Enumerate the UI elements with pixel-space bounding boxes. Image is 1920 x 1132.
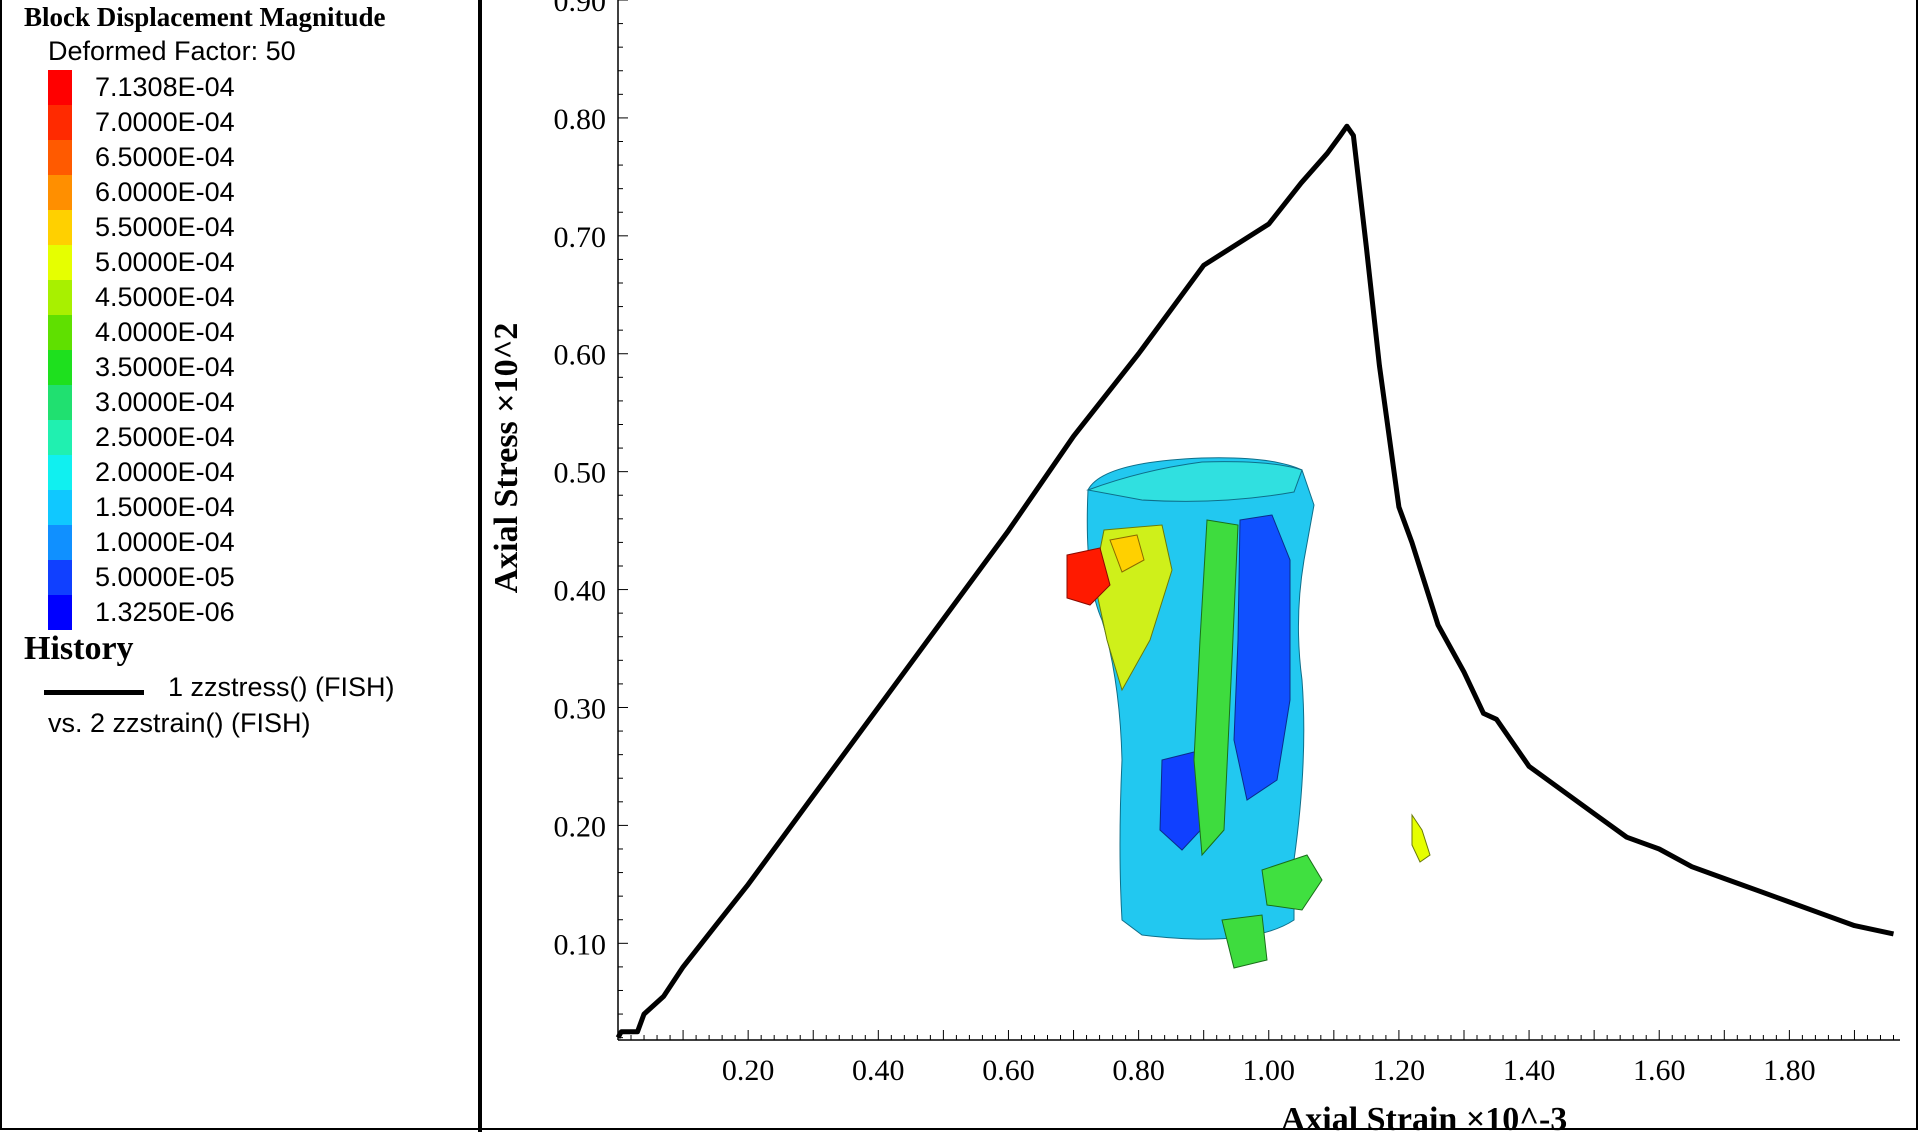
x-tick-label: 1.00 [1243, 1054, 1296, 1087]
x-tick-label: 1.60 [1633, 1054, 1686, 1087]
colorbar-swatch [48, 105, 72, 140]
deformed-factor-label: Deformed Factor: 50 [48, 36, 296, 66]
stress-strain-line [615, 123, 1895, 1039]
specimen-red-block [1066, 547, 1111, 606]
specimen-green-debris [1261, 854, 1323, 911]
chart-axes [617, 0, 1900, 1041]
x-tick-label: 0.60 [982, 1054, 1034, 1087]
y-tick-label: 0.90 [554, 0, 607, 18]
colorbar-swatch [48, 280, 72, 315]
colorbar-label: 1.3250E-06 [95, 597, 235, 627]
y-tick-label: 0.50 [554, 457, 607, 490]
x-tick-label: 0.80 [1112, 1054, 1165, 1087]
specimen-blue-band [1233, 514, 1291, 801]
y-tick-label: 0.70 [554, 221, 607, 254]
colorbar-swatch [48, 245, 72, 280]
colorbar-label: 4.5000E-04 [95, 282, 235, 312]
colorbar-label: 1.0000E-04 [95, 527, 235, 557]
colorbar-labels: 7.1308E-04 7.0000E-04 6.5000E-04 6.0000E-04… [95, 70, 235, 630]
x-tick-label: 1.20 [1373, 1054, 1426, 1087]
y-axis-label: Axial Stress ×10^2 [488, 323, 525, 594]
legend-panel: Block Displacement Magnitude Deformed Fa… [0, 0, 478, 1132]
deformed-specimen-image [1066, 457, 1431, 969]
specimen-yellow-debris [1411, 813, 1431, 863]
colorbar-label: 6.0000E-04 [95, 177, 235, 207]
chart-ticks: 0.10 0.20 0.30 0.40 0.50 0.60 0.70 0.80 0.90 0.20… [554, 0, 1894, 1087]
colorbar-swatch [48, 175, 72, 210]
colorbar-swatch [48, 140, 72, 175]
colorbar-label: 5.0000E-04 [95, 247, 235, 277]
colorbar-label: 3.5000E-04 [95, 352, 235, 382]
history-series-label: 1 zzstress() (FISH) [168, 672, 395, 702]
colorbar-label: 6.5000E-04 [95, 142, 235, 172]
history-vs-label: vs. 2 zzstrain() (FISH) [48, 708, 311, 738]
x-tick-label: 0.40 [852, 1054, 905, 1087]
x-tick-label: 0.20 [722, 1054, 775, 1087]
colorbar-label: 7.0000E-04 [95, 107, 235, 137]
colorbar-swatch [48, 385, 72, 420]
stress-strain-chart: 0.10 0.20 0.30 0.40 0.50 0.60 0.70 0.80 0.90 0.20… [488, 0, 1900, 1132]
specimen-orange-block [1109, 534, 1145, 573]
x-axis-label: Axial Strain ×10^-3 [1281, 1101, 1568, 1132]
colorbar-label: 1.5000E-04 [95, 492, 235, 522]
chart-series [615, 123, 1895, 1039]
colorbar-label: 7.1308E-04 [95, 72, 235, 102]
panel-divider [478, 0, 482, 1132]
y-tick-label: 0.30 [554, 692, 607, 725]
colorbar-swatch [48, 70, 72, 105]
x-tick-label: 1.40 [1503, 1054, 1556, 1087]
colorbar-label: 2.0000E-04 [95, 457, 235, 487]
y-tick-label: 0.80 [554, 103, 607, 136]
colorbar-label: 4.0000E-04 [95, 317, 235, 347]
colorbar-swatch [48, 420, 72, 455]
colorbar-label: 5.5000E-04 [95, 212, 235, 242]
colorbar-swatch [48, 525, 72, 560]
colorbar-label: 3.0000E-04 [95, 387, 235, 417]
colorbar-swatch [48, 490, 72, 525]
specimen-green-band [1193, 519, 1239, 857]
colorbar-swatch [48, 455, 72, 490]
colorbar [48, 70, 72, 630]
y-tick-label: 0.40 [554, 575, 607, 608]
colorbar-swatch [48, 595, 72, 630]
colorbar-swatch [48, 210, 72, 245]
specimen-top [1086, 461, 1303, 502]
history-line-swatch [44, 690, 144, 695]
colorbar-label: 5.0000E-05 [95, 562, 235, 592]
colorbar-swatch [48, 350, 72, 385]
y-tick-label: 0.20 [554, 810, 607, 843]
specimen-green-debris-2 [1221, 914, 1268, 969]
y-tick-label: 0.10 [554, 928, 607, 961]
x-tick-label: 1.80 [1763, 1054, 1816, 1087]
colorbar-swatch [48, 315, 72, 350]
y-tick-label: 0.60 [554, 339, 607, 372]
colorbar-label: 2.5000E-04 [95, 422, 235, 452]
history-title: History [24, 630, 134, 667]
colorbar-swatch [48, 560, 72, 595]
legend-title: Block Displacement Magnitude [24, 2, 386, 32]
